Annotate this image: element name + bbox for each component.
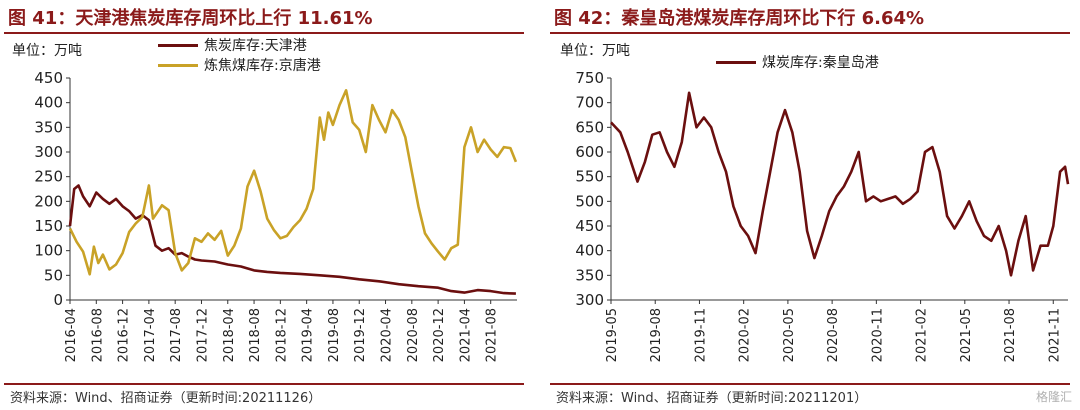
x-tick-label: 2019-12 bbox=[353, 308, 368, 362]
line-chart-right: 300 350 400 450 500 550 600 650 700 750 2019-05 201… bbox=[575, 69, 1070, 362]
title-divider bbox=[550, 32, 1070, 34]
y-tick-label: 50 bbox=[44, 266, 63, 284]
x-tick-label: 2018-08 bbox=[248, 308, 263, 362]
x-tick-label: 2018-04 bbox=[222, 308, 237, 362]
footer-divider bbox=[4, 383, 524, 385]
legend-item: 焦炭库存:天津港 bbox=[158, 35, 321, 55]
legend-swatch bbox=[158, 63, 198, 67]
x-tick-label: 2016-12 bbox=[117, 308, 132, 362]
x-tick-label: 2019-08 bbox=[327, 308, 342, 362]
y-tick-label: 100 bbox=[34, 242, 63, 260]
x-tick-label: 2017-12 bbox=[195, 308, 210, 362]
y-tick-label: 150 bbox=[34, 217, 63, 235]
y-tick-label: 400 bbox=[34, 94, 63, 112]
x-tick-label: 2020-08 bbox=[826, 308, 841, 362]
x-tick-label: 2020-08 bbox=[406, 308, 421, 362]
y-tick-label: 450 bbox=[575, 217, 604, 235]
legend-swatch bbox=[716, 60, 756, 64]
y-tick-label: 0 bbox=[53, 291, 63, 309]
legend-item: 炼焦煤库存:京唐港 bbox=[158, 55, 321, 75]
x-tick-label: 2021-05 bbox=[959, 308, 974, 362]
y-tick-label: 250 bbox=[34, 168, 63, 186]
series-line-1 bbox=[610, 91, 1070, 277]
x-tick-label: 2019-08 bbox=[649, 308, 664, 362]
legend-swatch bbox=[158, 43, 198, 47]
x-tick-label: 2021-02 bbox=[915, 308, 930, 362]
y-tick-label: 350 bbox=[34, 118, 63, 136]
source-note: 资料来源：Wind、招商证券（更新时间:20211201） bbox=[556, 391, 868, 406]
y-tick-label: 550 bbox=[575, 168, 604, 186]
y-tick-label: 600 bbox=[575, 143, 604, 161]
x-tick-label: 2020-05 bbox=[782, 308, 797, 362]
y-tick-label: 500 bbox=[575, 192, 604, 210]
legend-label: 焦炭库存:天津港 bbox=[204, 38, 307, 54]
y-tick-label: 400 bbox=[575, 242, 604, 260]
chart-panel-right: 图 42：秦皇岛港煤炭库存周环比下行 6.64% 单位：万吨 300 350 400… bbox=[546, 0, 1076, 410]
unit-label: 单位：万吨 bbox=[560, 43, 630, 59]
x-tick-label: 2017-08 bbox=[169, 308, 184, 362]
chart-legend: 焦炭库存:天津港 炼焦煤库存:京唐港 bbox=[158, 35, 321, 75]
x-tick-label: 2021-08 bbox=[1003, 308, 1018, 362]
y-tick-label: 700 bbox=[575, 94, 604, 112]
chart-title: 图 42：秦皇岛港煤炭库存周环比下行 6.64% bbox=[554, 8, 925, 29]
chart-panel-left: 图 41：天津港焦炭库存周环比上行 11.61% 单位：万吨 0 50 100 150… bbox=[0, 0, 530, 410]
y-tick-label: 200 bbox=[34, 192, 63, 210]
chart-legend: 煤炭库存:秦皇岛港 bbox=[716, 52, 879, 72]
x-tick-label: 2019-11 bbox=[693, 308, 708, 362]
x-tick-label: 2020-12 bbox=[432, 308, 447, 362]
x-tick-label: 2020-11 bbox=[870, 308, 885, 362]
x-tick-label: 2018-12 bbox=[274, 308, 289, 362]
x-tick-label: 2021-08 bbox=[485, 308, 500, 362]
chart-title: 图 41：天津港焦炭库存周环比上行 11.61% bbox=[8, 8, 373, 29]
title-divider bbox=[4, 32, 524, 34]
x-tick-label: 2016-08 bbox=[90, 308, 105, 362]
legend-label: 煤炭库存:秦皇岛港 bbox=[762, 55, 879, 71]
line-chart-left: 0 50 100 150 200 250 300 350 400 450 2016-04 2016-0… bbox=[34, 69, 518, 362]
unit-label: 单位：万吨 bbox=[12, 43, 82, 59]
x-tick-label: 2017-04 bbox=[143, 308, 158, 362]
series-line-1 bbox=[68, 184, 516, 295]
y-tick-label: 300 bbox=[575, 291, 604, 309]
y-tick-label: 450 bbox=[34, 69, 63, 87]
x-tick-label: 2016-04 bbox=[64, 308, 79, 362]
y-tick-label: 350 bbox=[575, 266, 604, 284]
source-note: 资料来源：Wind、招商证券（更新时间:20211126） bbox=[10, 391, 322, 406]
watermark: 格隆汇 bbox=[1035, 390, 1072, 404]
x-tick-label: 2019-05 bbox=[605, 308, 620, 362]
x-tick-label: 2020-04 bbox=[380, 308, 395, 362]
x-tick-label: 2019-04 bbox=[301, 308, 316, 362]
x-tick-label: 2021-11 bbox=[1047, 308, 1062, 362]
footer-divider bbox=[550, 383, 1070, 385]
legend-label: 炼焦煤库存:京唐港 bbox=[204, 58, 321, 74]
x-tick-label: 2021-04 bbox=[458, 308, 473, 362]
y-tick-label: 750 bbox=[575, 69, 604, 87]
series-line-2 bbox=[68, 89, 518, 276]
y-tick-label: 300 bbox=[34, 143, 63, 161]
legend-item: 煤炭库存:秦皇岛港 bbox=[716, 52, 879, 72]
y-tick-label: 650 bbox=[575, 118, 604, 136]
x-tick-label: 2020-02 bbox=[738, 308, 753, 362]
